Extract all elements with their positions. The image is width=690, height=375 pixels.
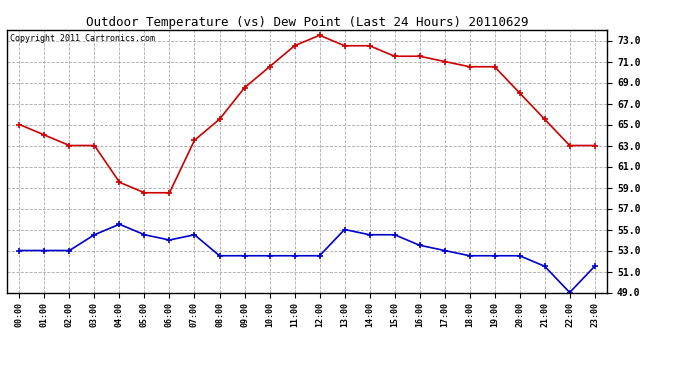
Title: Outdoor Temperature (vs) Dew Point (Last 24 Hours) 20110629: Outdoor Temperature (vs) Dew Point (Last… xyxy=(86,16,529,29)
Text: Copyright 2011 Cartronics.com: Copyright 2011 Cartronics.com xyxy=(10,34,155,43)
